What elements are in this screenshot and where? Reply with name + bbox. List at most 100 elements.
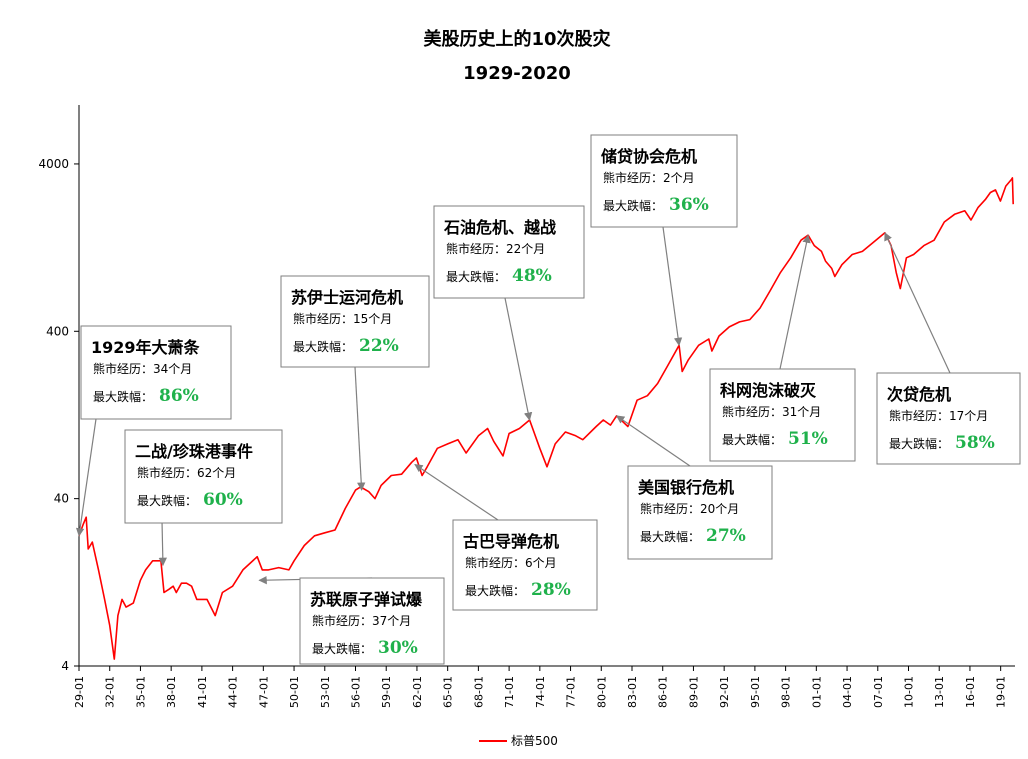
annotation-drop-value: 60% xyxy=(203,490,243,510)
annotation-duration: 熊市经历：20个月 xyxy=(640,501,739,516)
x-tick-label: 04-01 xyxy=(841,676,854,708)
x-tick-label: 65-01 xyxy=(442,676,455,708)
annotation-arrow xyxy=(414,463,499,521)
annotation-title: 美国银行危机 xyxy=(638,478,734,497)
x-tick-label: 47-01 xyxy=(257,676,270,708)
annotation-arrow xyxy=(615,415,691,467)
annotation-duration: 熊市经历：37个月 xyxy=(312,613,411,628)
x-tick-label: 86-01 xyxy=(657,676,670,708)
annotation-drop-value: 58% xyxy=(955,433,995,453)
annotation-duration: 熊市经历：15个月 xyxy=(293,311,392,326)
x-tick-label: 07-01 xyxy=(872,676,885,708)
x-tick-label: 98-01 xyxy=(780,676,793,708)
x-tick-label: 29-01 xyxy=(73,676,86,708)
annotation-title: 苏联原子弹试爆 xyxy=(310,590,423,609)
y-tick-label: 4 xyxy=(61,659,69,673)
annotation-frame xyxy=(590,134,738,228)
x-tick-label: 89-01 xyxy=(687,676,700,708)
series-layer xyxy=(78,177,1014,660)
annotation-duration: 熊市经历：17个月 xyxy=(889,408,988,423)
annotation-drop: 最大跌幅： 48% xyxy=(446,266,552,286)
annotation-drop: 最大跌幅： 27% xyxy=(640,526,746,546)
x-tick-label: 10-01 xyxy=(902,676,915,708)
annotation-drop-label: 最大跌幅： xyxy=(640,529,700,544)
annotation-arrow xyxy=(75,418,97,537)
x-tick-label: 77-01 xyxy=(565,676,578,708)
annotation-duration: 熊市经历：22个月 xyxy=(446,241,545,256)
annotation-drop: 最大跌幅： 86% xyxy=(93,386,199,406)
annotation-frame xyxy=(124,429,283,524)
annotation-frame xyxy=(709,368,856,462)
annotation-drop-value: 27% xyxy=(706,526,746,546)
x-tick-label: 16-01 xyxy=(964,676,977,708)
x-tick-label: 95-01 xyxy=(749,676,762,708)
annotation-title: 1929年大萧条 xyxy=(91,338,201,357)
y-tick-label: 400 xyxy=(46,324,69,338)
annotation-drop: 最大跌幅： 30% xyxy=(312,638,418,658)
annotation-drop-value: 30% xyxy=(378,638,418,658)
chart-title: 美股历史上的10次股灾 xyxy=(423,28,610,50)
x-tick-label: 83-01 xyxy=(626,676,639,708)
annotation-frame xyxy=(80,325,232,420)
annotation-drop-label: 最大跌幅： xyxy=(465,583,525,598)
annotation-arrow xyxy=(354,366,366,491)
annotation-duration: 熊市经历：31个月 xyxy=(722,404,821,419)
annotation-arrow xyxy=(779,234,811,370)
annotation-drop: 最大跌幅： 36% xyxy=(603,195,709,215)
annotation-drop: 最大跌幅： 58% xyxy=(889,433,995,453)
annotation-drop-value: 22% xyxy=(359,336,399,356)
annotation-title: 科网泡沫破灭 xyxy=(720,381,817,400)
annotation-drop-value: 48% xyxy=(512,266,552,286)
annotation-drop: 最大跌幅： 22% xyxy=(293,336,399,356)
chart-subtitle: 1929-2020 xyxy=(463,63,571,84)
annotation-arrow xyxy=(662,226,683,347)
annotation-drop-label: 最大跌幅： xyxy=(722,432,782,447)
annotation-drop-label: 最大跌幅： xyxy=(446,269,506,284)
annotation-frame xyxy=(280,275,430,368)
x-tick-label: 38-01 xyxy=(165,676,178,708)
y-tick-label: 40 xyxy=(54,492,69,506)
annotation-frame xyxy=(299,577,445,665)
axes: 4 40 400 4000 29-01 32-01 35-01 38-01 41-01 44-01… xyxy=(38,105,1015,708)
x-tick-label: 13-01 xyxy=(933,676,946,708)
x-tick-label: 92-01 xyxy=(718,676,731,708)
annotation-frame xyxy=(876,372,1021,465)
annotation-title: 储贷协会危机 xyxy=(600,147,697,166)
x-tick-label: 62-01 xyxy=(411,676,424,708)
y-tick-label: 4000 xyxy=(38,157,69,171)
x-tick-label: 68-01 xyxy=(472,676,485,708)
series-line-sp500 xyxy=(78,177,1014,660)
x-tick-label: 80-01 xyxy=(595,676,608,708)
annotation-drop-label: 最大跌幅： xyxy=(93,389,153,404)
annotation-frame xyxy=(433,205,585,299)
x-tick-label: 59-01 xyxy=(380,676,393,708)
annotation-drop-label: 最大跌幅： xyxy=(889,436,949,451)
annotation-drop-label: 最大跌幅： xyxy=(603,198,663,213)
legend: 标普500 xyxy=(479,734,558,748)
annotation-duration: 熊市经历：34个月 xyxy=(93,361,192,376)
annotation-drop: 最大跌幅： 51% xyxy=(722,429,828,449)
annotation-drop-value: 28% xyxy=(531,580,571,600)
annotation-frame xyxy=(627,465,773,560)
x-tick-label: 50-01 xyxy=(288,676,301,708)
annotation-drop-label: 最大跌幅： xyxy=(312,641,372,656)
x-tick-label: 53-01 xyxy=(319,676,332,708)
annotation-duration: 熊市经历：2个月 xyxy=(603,170,695,185)
annotation-drop-value: 86% xyxy=(159,386,199,406)
annotation-title: 苏伊士运河危机 xyxy=(291,288,403,307)
x-tick-label: 74-01 xyxy=(534,676,547,708)
annotation-arrow xyxy=(504,297,533,421)
legend-label: 标普500 xyxy=(511,734,558,748)
x-tick-label: 32-01 xyxy=(104,676,117,708)
annotation-drop: 最大跌幅： 60% xyxy=(137,490,243,510)
